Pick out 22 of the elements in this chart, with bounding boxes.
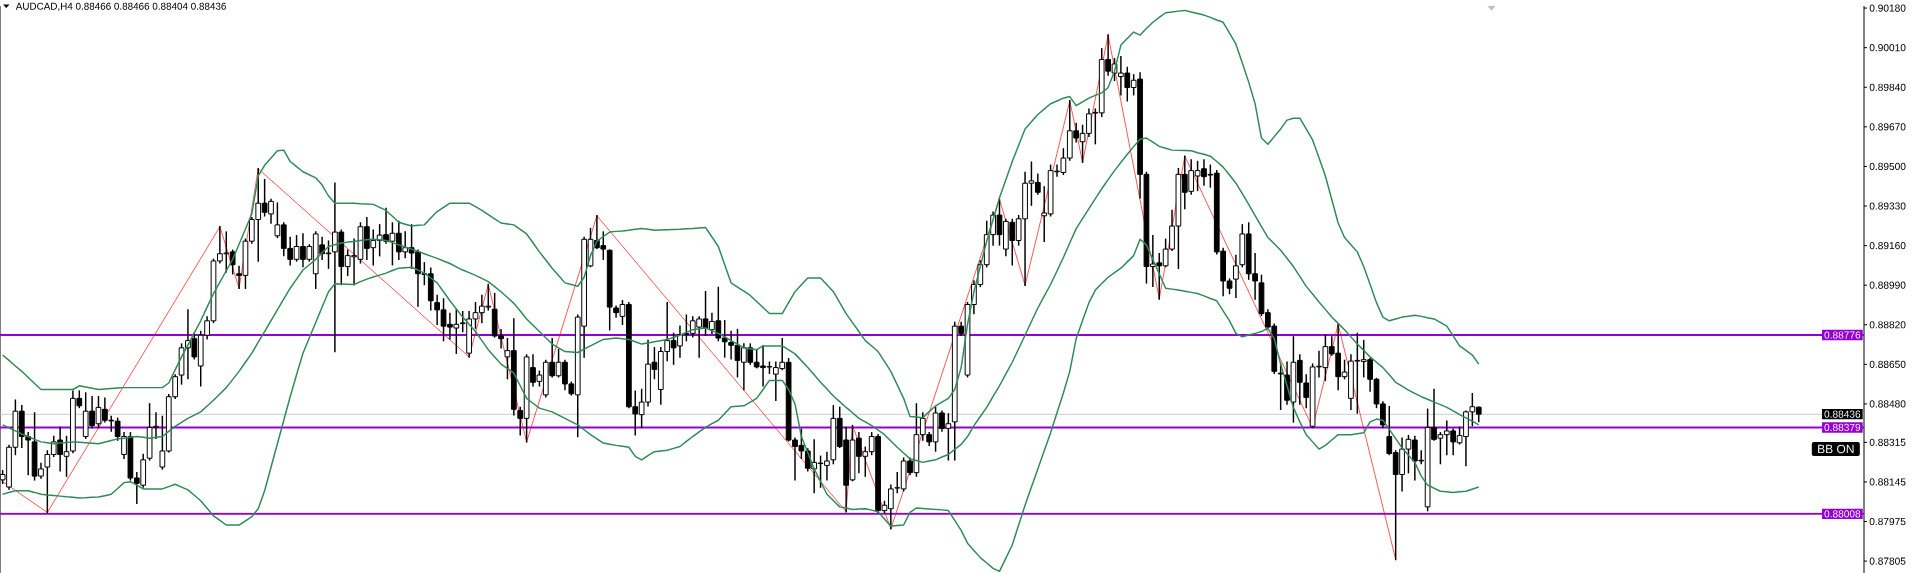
y-tick-label: 0.88990 <box>1869 281 1906 289</box>
chart-title: AUDCAD,H4 0.88466 0.88466 0.88404 0.88436 <box>15 2 226 11</box>
ref-line-label: 0.88436 <box>1824 410 1861 418</box>
text: BB ON <box>1818 444 1854 454</box>
y-tick-label: 0.87805 <box>1869 557 1906 565</box>
y-tick-label: 0.88650 <box>1869 360 1906 368</box>
y-tick-label: 0.88315 <box>1869 438 1906 446</box>
y-tick-label: 0.89670 <box>1869 123 1906 131</box>
candlestick <box>1233 254 1239 299</box>
y-tick-label: 0.89500 <box>1869 162 1906 171</box>
y-tick-label: 0.89840 <box>1869 83 1906 91</box>
ref-line-label: 0.88776 <box>1824 331 1861 339</box>
y-tick-label: 0.90010 <box>1869 44 1906 52</box>
y-tick-label: 0.89160 <box>1869 241 1906 250</box>
ref-line-label: 0.88008 <box>1824 510 1861 518</box>
y-tick-label: 0.89330 <box>1869 202 1906 210</box>
y-tick-label: 0.87975 <box>1869 517 1906 526</box>
y-tick-label: 0.88820 <box>1869 321 1906 329</box>
ref-line-label: 0.88379 <box>1824 423 1861 432</box>
y-tick-label: 0.90180 <box>1869 4 1906 12</box>
y-tick-label: 0.88480 <box>1869 400 1906 408</box>
y-tick-label: 0.88145 <box>1869 478 1906 486</box>
